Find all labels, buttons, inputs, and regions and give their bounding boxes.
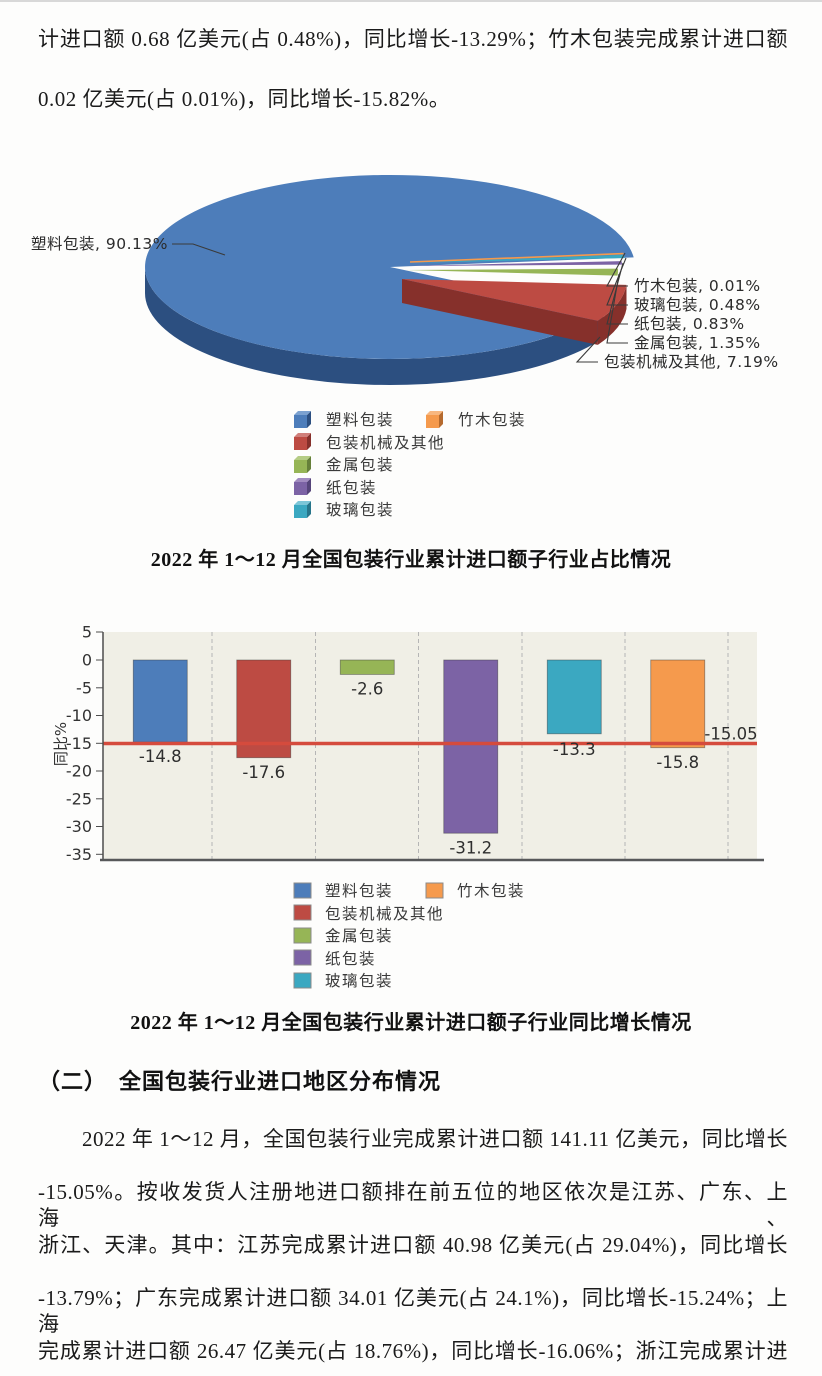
legend-label: 竹木包装 (458, 412, 527, 430)
legend-item-glass: 玻璃包装 (293, 498, 445, 521)
bar-gridlines (211, 632, 729, 860)
y-axis-ticks (96, 631, 103, 855)
bar-value-bamboo: -15.8 (656, 753, 699, 772)
y-tick--25: -25 (66, 789, 92, 808)
legend-item-paper: 纸包装 (293, 476, 445, 499)
legend-item-glass: 玻璃包装 (293, 969, 444, 992)
bar-value-machinery: -17.6 (242, 763, 285, 782)
reference-line-label: -15.05 (704, 725, 757, 744)
bar-value-glass: -13.3 (553, 740, 596, 759)
bottom-paragraph-line-5: 完成累计进口额 26.47 亿美元(占 18.76%)，同比增长-16.06%；… (38, 1339, 788, 1363)
legend-item-bamboo: 竹木包装 (425, 879, 525, 902)
legend-square-plastic-swatch (293, 882, 312, 899)
legend-label: 纸包装 (326, 479, 378, 497)
y-axis-title: 同比% (52, 722, 70, 766)
legend-square-paper-swatch (293, 949, 312, 966)
legend-item-plastic: 塑料包装 (293, 879, 444, 902)
bar-glass (546, 659, 602, 735)
legend-label: 竹木包装 (457, 883, 526, 901)
legend-item-paper: 纸包装 (293, 947, 444, 970)
pie-leader-lines (172, 243, 628, 363)
legend-cube-metal-swatch (294, 455, 311, 473)
legend-square-metal-swatch (293, 927, 312, 944)
legend-cube-paper-swatch (294, 478, 311, 496)
bar-chart: 5 0 -5 -10 -15 -20 -25 -30 -35 同比% -14.8… (52, 623, 764, 864)
y-tick--10: -10 (66, 706, 92, 725)
pie-label-plastic: 塑料包装, 90.13% (31, 235, 168, 253)
pie-slice-glass (410, 254, 625, 263)
bottom-paragraph-line-2: -15.05%。按收发货人注册地进口额排在前五位的地区依次是江苏、广东、上海、 (38, 1180, 788, 1230)
y-tick--30: -30 (66, 817, 92, 836)
bar-value-plastic: -14.8 (139, 747, 182, 766)
pie-slice-metal (406, 268, 619, 276)
y-tick--20: -20 (66, 762, 92, 781)
pie-label-bamboo: 竹木包装, 0.01% (634, 277, 761, 295)
pie-label-glass: 玻璃包装, 0.48% (634, 296, 761, 314)
bottom-paragraph-line-4: -13.79%；广东完成累计进口额 34.01 亿美元(占 24.1%)，同比增… (38, 1286, 788, 1336)
legend-item-metal: 金属包装 (293, 453, 445, 476)
legend-item-metal: 金属包装 (293, 924, 444, 947)
legend-square-glass-swatch (293, 972, 312, 989)
bar-bamboo (650, 659, 706, 749)
pie-slice-paper (408, 261, 622, 266)
section-heading: （二） 全国包装行业进口地区分布情况 (38, 1069, 442, 1094)
y-tick--5: -5 (76, 678, 92, 697)
bar-paper (443, 659, 499, 834)
legend-item-machinery: 包装机械及其他 (293, 431, 445, 454)
legend-item-bamboo: 竹木包装 (425, 408, 526, 431)
legend-label: 包装机械及其他 (325, 905, 445, 923)
legend-cube-glass-swatch (294, 500, 311, 518)
legend-square-bamboo-swatch (425, 882, 444, 899)
bottom-paragraph-line-3: 浙江、天津。其中：江苏完成累计进口额 40.98 亿美元(占 29.04%)，同… (38, 1233, 788, 1257)
pie-slice-plastic-side (145, 267, 604, 385)
legend-cube-bamboo-swatch (426, 410, 443, 428)
legend-label: 包装机械及其他 (326, 434, 446, 452)
legend-label: 金属包装 (326, 457, 395, 475)
legend-label: 塑料包装 (325, 883, 394, 901)
bar-chart-title: 2022 年 1～12 月全国包装行业累计进口额子行业同比增长情况 (130, 1012, 692, 1034)
pie-slice-machinery (402, 279, 627, 321)
legend-label: 金属包装 (325, 928, 394, 946)
pie-chart: 塑料包装, 90.13% 竹木包装, 0.01% 玻璃包装, 0.48% 纸包装… (31, 174, 779, 385)
legend-cube-machinery-swatch (294, 433, 311, 451)
pie-label-metal: 金属包装, 1.35% (634, 334, 761, 352)
bottom-paragraph-line-1: 2022 年 1～12 月，全国包装行业完成累计进口额 141.11 亿美元，同… (82, 1127, 788, 1151)
pie-label-paper: 纸包装, 0.83% (634, 315, 745, 333)
y-tick-0: 0 (82, 651, 92, 670)
pie-chart-title: 2022 年 1～12 月全国包装行业累计进口额子行业占比情况 (150, 549, 672, 571)
legend-square-machinery-swatch (293, 904, 312, 921)
legend-label: 塑料包装 (326, 412, 395, 430)
bar-plastic (132, 659, 188, 743)
y-tick-5: 5 (82, 623, 92, 642)
legend-item-plastic: 塑料包装 (293, 408, 445, 431)
bar-value-paper: -31.2 (449, 839, 492, 858)
bar-metal (339, 659, 395, 675)
top-paragraph-line-2: 0.02 亿美元(占 0.01%)，同比增长-15.82%。 (38, 87, 451, 111)
legend-label: 纸包装 (325, 950, 377, 968)
pie-slice-machinery-cut (402, 279, 598, 345)
pie-label-machinery: 包装机械及其他, 7.19% (604, 353, 779, 371)
y-tick--15: -15 (66, 734, 92, 753)
pie-slice-bamboo (409, 252, 624, 263)
legend-cube-plastic-swatch (294, 410, 311, 428)
y-tick--35: -35 (66, 845, 92, 864)
bar-value-metal: -2.6 (351, 680, 383, 699)
top-paragraph-line-1: 计进口额 0.68 亿美元(占 0.48%)，同比增长-13.29%；竹木包装完… (38, 27, 788, 51)
legend-label: 玻璃包装 (326, 502, 395, 520)
bars (132, 659, 706, 834)
legend-item-machinery: 包装机械及其他 (293, 902, 444, 925)
bar-machinery (236, 659, 292, 759)
legend-label: 玻璃包装 (325, 973, 394, 991)
